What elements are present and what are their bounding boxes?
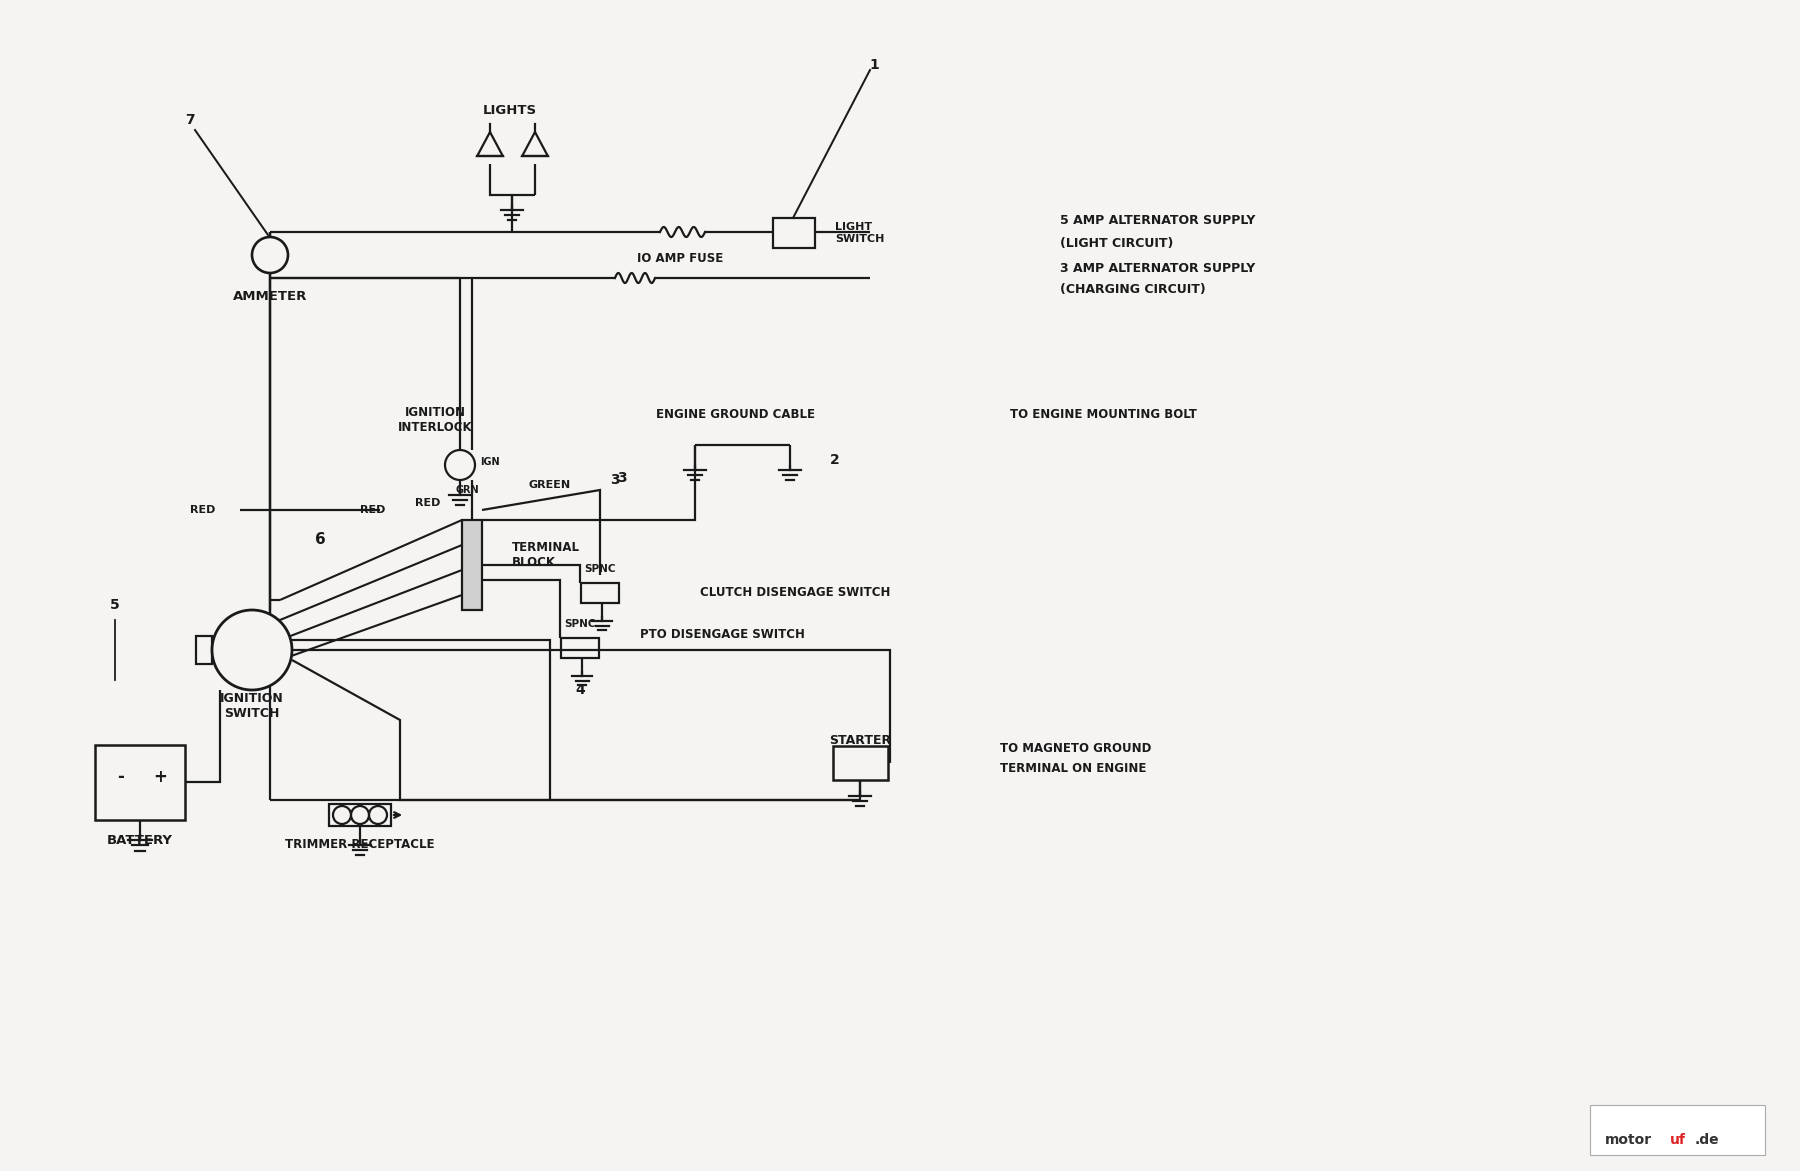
Bar xyxy=(772,218,815,248)
Text: uf: uf xyxy=(1670,1134,1687,1148)
Text: CLUTCH DISENGAGE SWITCH: CLUTCH DISENGAGE SWITCH xyxy=(700,587,891,600)
Text: GREEN: GREEN xyxy=(529,480,571,489)
Text: RED: RED xyxy=(414,498,439,508)
Text: RED: RED xyxy=(189,505,214,515)
Text: 2: 2 xyxy=(830,453,841,467)
Text: 5: 5 xyxy=(110,598,121,612)
Text: 4: 4 xyxy=(576,683,585,697)
Text: M: M xyxy=(247,625,257,635)
Text: IO AMP FUSE: IO AMP FUSE xyxy=(637,252,724,265)
Text: 5 AMP ALTERNATOR SUPPLY: 5 AMP ALTERNATOR SUPPLY xyxy=(1060,213,1255,226)
Text: LIGHTS: LIGHTS xyxy=(482,103,536,116)
Text: STARTER: STARTER xyxy=(830,733,891,746)
Text: 1: 1 xyxy=(869,59,878,71)
Text: 3: 3 xyxy=(610,473,619,487)
Text: IGN: IGN xyxy=(481,457,500,467)
Text: GRN: GRN xyxy=(455,485,479,495)
Text: TERMINAL
BLOCK: TERMINAL BLOCK xyxy=(511,541,580,569)
Bar xyxy=(832,746,887,780)
Text: ENGINE GROUND CABLE: ENGINE GROUND CABLE xyxy=(655,409,814,422)
Bar xyxy=(463,520,482,610)
Text: TO MAGNETO GROUND: TO MAGNETO GROUND xyxy=(1001,741,1152,754)
Text: TERMINAL ON ENGINE: TERMINAL ON ENGINE xyxy=(1001,761,1147,774)
Text: LIGHT
SWITCH: LIGHT SWITCH xyxy=(835,222,884,244)
Bar xyxy=(196,636,212,664)
Text: SPNC: SPNC xyxy=(563,619,596,629)
Text: (LIGHT CIRCUIT): (LIGHT CIRCUIT) xyxy=(1060,238,1174,251)
Text: A: A xyxy=(266,657,274,667)
Bar xyxy=(1589,1105,1766,1155)
Text: +: + xyxy=(153,768,167,787)
Circle shape xyxy=(212,610,292,690)
Text: motor: motor xyxy=(1606,1134,1652,1148)
Circle shape xyxy=(445,450,475,480)
Text: 3: 3 xyxy=(617,471,626,485)
Text: .de: .de xyxy=(1696,1134,1719,1148)
Text: BATTERY: BATTERY xyxy=(106,834,173,847)
Text: TO ENGINE MOUNTING BOLT: TO ENGINE MOUNTING BOLT xyxy=(1010,409,1197,422)
Text: PTO DISENGAGE SWITCH: PTO DISENGAGE SWITCH xyxy=(641,629,805,642)
Text: RED: RED xyxy=(360,505,385,515)
Text: IGNITION
SWITCH: IGNITION SWITCH xyxy=(220,692,284,720)
Text: TRIMMER RECEPTACLE: TRIMMER RECEPTACLE xyxy=(284,838,436,851)
Circle shape xyxy=(252,237,288,273)
Text: AMMETER: AMMETER xyxy=(232,290,308,303)
Text: R: R xyxy=(230,657,238,667)
Text: (CHARGING CIRCUIT): (CHARGING CIRCUIT) xyxy=(1060,283,1206,296)
Bar xyxy=(581,583,619,603)
Text: IGNITION
INTERLOCK: IGNITION INTERLOCK xyxy=(398,406,472,434)
Text: -: - xyxy=(117,768,124,787)
Text: S: S xyxy=(266,634,274,643)
Text: SPNC: SPNC xyxy=(585,564,616,574)
Bar xyxy=(95,745,185,820)
Text: B: B xyxy=(230,634,238,643)
Bar xyxy=(329,804,391,826)
Bar xyxy=(562,638,599,658)
Text: 7: 7 xyxy=(185,112,194,126)
Text: 6: 6 xyxy=(315,533,326,548)
Text: 3 AMP ALTERNATOR SUPPLY: 3 AMP ALTERNATOR SUPPLY xyxy=(1060,261,1255,274)
